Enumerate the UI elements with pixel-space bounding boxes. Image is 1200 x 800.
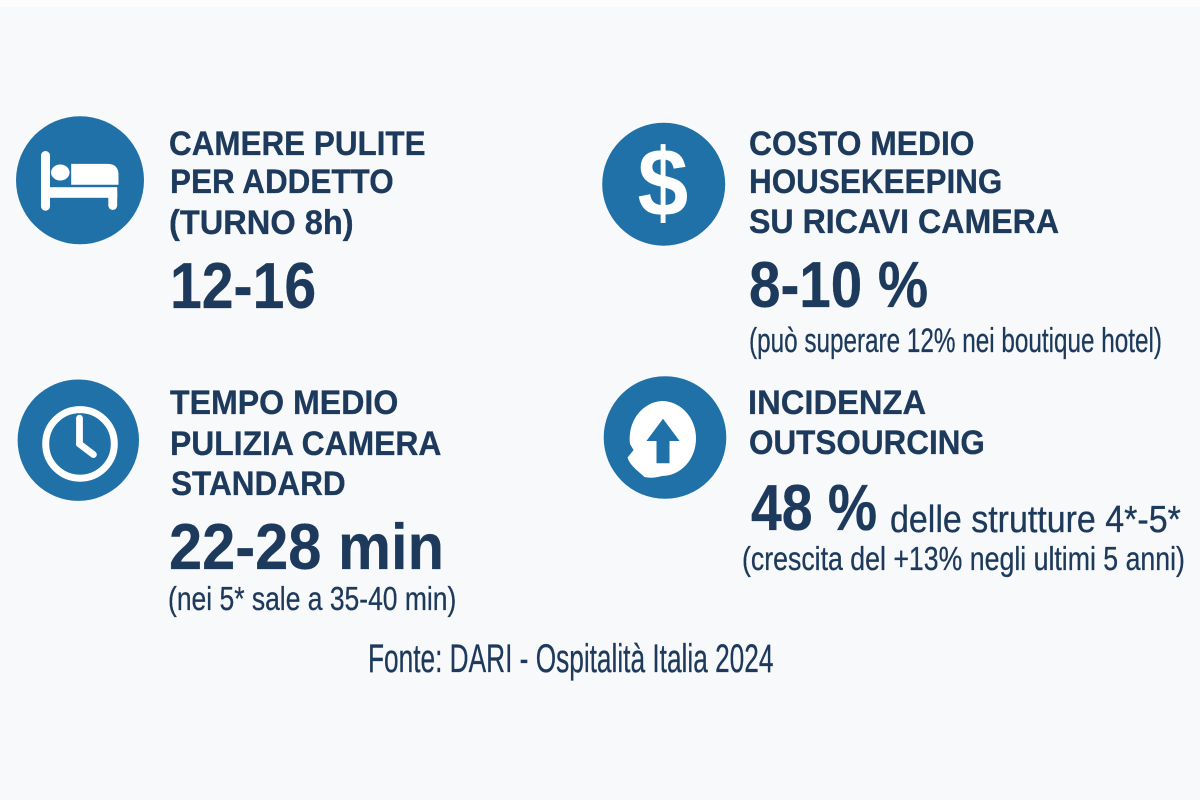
svg-text:$: $: [638, 129, 689, 237]
